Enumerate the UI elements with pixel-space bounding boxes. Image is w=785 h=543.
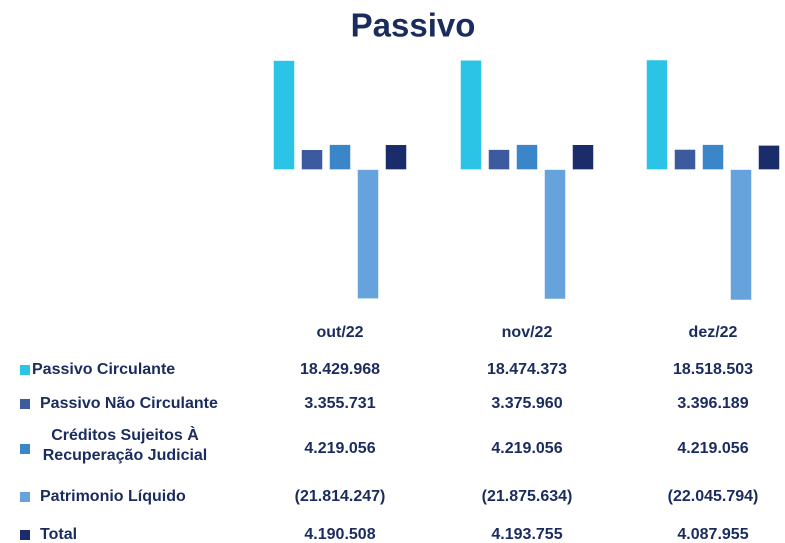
legend-icon [20, 444, 30, 454]
bar [357, 169, 379, 299]
bar [488, 149, 510, 170]
bar [460, 60, 482, 170]
value-label: 4.219.056 [304, 440, 376, 457]
value-label: (21.814.247) [294, 488, 386, 505]
bar [516, 144, 538, 170]
column-header: out/22 [316, 324, 364, 341]
legend-icon [20, 530, 30, 540]
column-header: dez/22 [688, 324, 738, 341]
bar [702, 144, 724, 170]
bar [646, 59, 668, 170]
legend-label: Créditos Sujeitos À Recuperação Judicial [42, 427, 208, 464]
value-label: 4.219.056 [677, 440, 749, 457]
value-label: 4.219.056 [491, 440, 563, 457]
legend-label: Passivo Circulante [32, 361, 176, 378]
bar [544, 169, 566, 300]
value-label: 18.518.503 [672, 361, 754, 378]
value-label: 3.355.731 [304, 395, 376, 412]
value-label: 4.190.508 [304, 526, 376, 543]
legend-label: Total [40, 526, 78, 543]
legend-label: Passivo Não Circulante [40, 395, 218, 412]
value-label: 18.429.968 [299, 361, 381, 378]
value-label: (21.875.634) [481, 488, 573, 505]
column-header: nov/22 [501, 324, 553, 341]
bar [273, 60, 295, 170]
value-label: 3.396.189 [677, 395, 749, 412]
value-label: 4.193.755 [491, 526, 563, 543]
bar [730, 169, 752, 301]
bar [674, 149, 696, 170]
legend-icon [20, 399, 30, 409]
value-label: 3.375.960 [491, 395, 563, 412]
chart: Passivo [273, 7, 780, 301]
bar [329, 144, 351, 170]
bar [758, 145, 780, 170]
legend-icon [20, 492, 30, 502]
legend-label: Patrimonio Líquido [40, 488, 186, 505]
legend-icon [20, 365, 30, 375]
chart-title: Passivo [351, 7, 476, 44]
bar [572, 144, 594, 170]
value-label: 4.087.955 [677, 526, 749, 543]
value-label: (22.045.794) [667, 488, 759, 505]
bar [385, 144, 407, 170]
value-label: 18.474.373 [486, 361, 568, 378]
bar [301, 149, 323, 170]
